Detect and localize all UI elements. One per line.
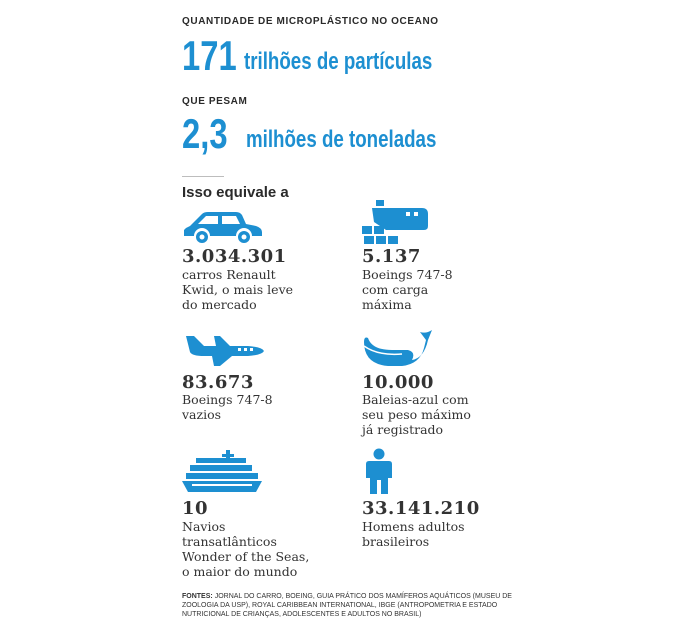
weight-value: 2,3 [182,110,228,157]
divider [182,176,224,177]
cruise-ship-icon [182,450,262,494]
weight-unit: milhões de toneladas [246,126,437,153]
cruise-ship-value: 10 [182,498,209,519]
man-icon [364,448,394,496]
sources-text: JORNAL DO CARRO, BOEING, GUIA PRÁTICO DO… [182,593,512,618]
cruise-ship-description: Navios transatlânticos Wonder of the Sea… [182,519,310,579]
sources-label: FONTES: [182,593,213,600]
equivalence-label: Isso equivale a [182,184,289,201]
man-value: 33.141.210 [362,498,480,519]
car-description: carros Renault Kwid, o mais leve do merc… [182,267,294,312]
particles-unit: trilhões de partículas [244,48,433,75]
airplane-icon [182,332,266,366]
kicker-weight: QUE PESAM [182,96,248,107]
cargo-plane-icon [362,200,430,244]
sources-note: FONTES: JORNAL DO CARRO, BOEING, GUIA PR… [182,592,522,619]
airplane-description: Boeings 747-8 vazios [182,392,273,422]
car-icon [182,210,264,244]
whale-description: Baleias-azul com seu peso máximo já regi… [362,392,471,437]
cargo-plane-description: Boeings 747-8 com carga máxima [362,267,453,312]
airplane-value: 83.673 [182,372,254,393]
cargo-plane-value: 5.137 [362,246,421,267]
car-value: 3.034.301 [182,246,287,267]
whale-icon [362,328,434,368]
whale-value: 10.000 [362,372,434,393]
particles-value: 171 [182,32,237,79]
kicker-microplastic: QUANTIDADE DE MICROPLÁSTICO NO OCEANO [182,16,439,27]
man-description: Homens adultos brasileiros [362,519,465,549]
